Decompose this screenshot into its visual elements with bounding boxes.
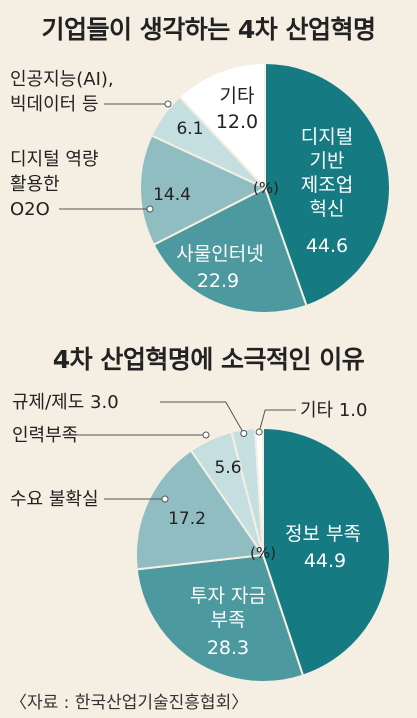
chart2-label-6: 기타 1.0: [300, 400, 367, 421]
chart2-leader-dot-5: [240, 430, 248, 438]
chart2-label-3: 수요 불확실: [10, 489, 99, 510]
chart2-leader-dot-6: [255, 428, 263, 436]
chart1-label-3: O2O: [10, 199, 50, 220]
chart1-value-5: 12.0: [216, 111, 258, 133]
chart1-label-1: 디지털: [301, 126, 353, 148]
chart1-title: 기업들이 생각하는 4차 산업혁명: [41, 15, 376, 44]
chart1-label-1: 혁신: [310, 198, 345, 220]
chart1-value-3: 14.4: [153, 185, 191, 205]
chart2-slice-6: [253, 426, 264, 556]
chart1-value-2: 22.9: [197, 270, 239, 292]
chart1-label-3: 디지털 역량: [10, 149, 99, 170]
chart1-label-5: 기타: [220, 85, 255, 107]
source-note: 〈자료 : 한국산업기술진흥협회〉: [10, 693, 249, 713]
chart1-label-1: 제조업: [301, 174, 353, 196]
chart2-value-3: 17.2: [168, 509, 206, 529]
chart2-leader-5: [160, 401, 245, 434]
chart2-value-1: 44.9: [304, 550, 346, 572]
chart1-leader-dot-3: [146, 205, 154, 213]
chart1-value-4: 6.1: [176, 119, 203, 139]
chart1-value-1: 44.6: [306, 235, 348, 257]
chart2-unit-label: (%): [250, 544, 276, 562]
chart1-slice-5: [178, 61, 266, 191]
chart2-label-5: 규제/제도 3.0: [12, 392, 119, 413]
chart2-slice-1: [262, 426, 391, 677]
chart2-leader-6: [258, 409, 296, 433]
chart1-slice-3: [139, 134, 268, 247]
chart2-label-2: 투자 자금: [190, 585, 266, 607]
chart1-label-4: 인공지능(AI),: [10, 69, 114, 90]
chart2-leader-dot-3: [161, 495, 169, 503]
chart2-slice-3: [135, 449, 265, 571]
chart1-label-3: 활용한: [10, 174, 60, 195]
chart2-value-2: 28.3: [207, 637, 249, 659]
chart2-label-4: 인력부족: [12, 425, 78, 446]
chart2-title: 4차 산업혁명에 소극적인 이유: [52, 345, 365, 374]
chart2-leader-dot-4: [202, 431, 210, 439]
chart1-unit-label: (%): [253, 179, 279, 197]
chart2-value-4: 5.6: [214, 458, 241, 478]
chart1-leader-dot-4: [164, 100, 172, 108]
chart1-label-4: 빅데이터 등: [10, 94, 99, 115]
chart1-label-2: 사물인터넷: [176, 243, 263, 265]
chart1-label-1: 기반: [310, 150, 345, 172]
chart2-label-1: 정보 부족: [285, 523, 361, 545]
chart1-slice-1: [264, 61, 391, 308]
chart2-label-2: 부족: [211, 609, 246, 631]
chart1-slice-2: [152, 186, 308, 314]
chart2-slice-2: [135, 553, 305, 683]
